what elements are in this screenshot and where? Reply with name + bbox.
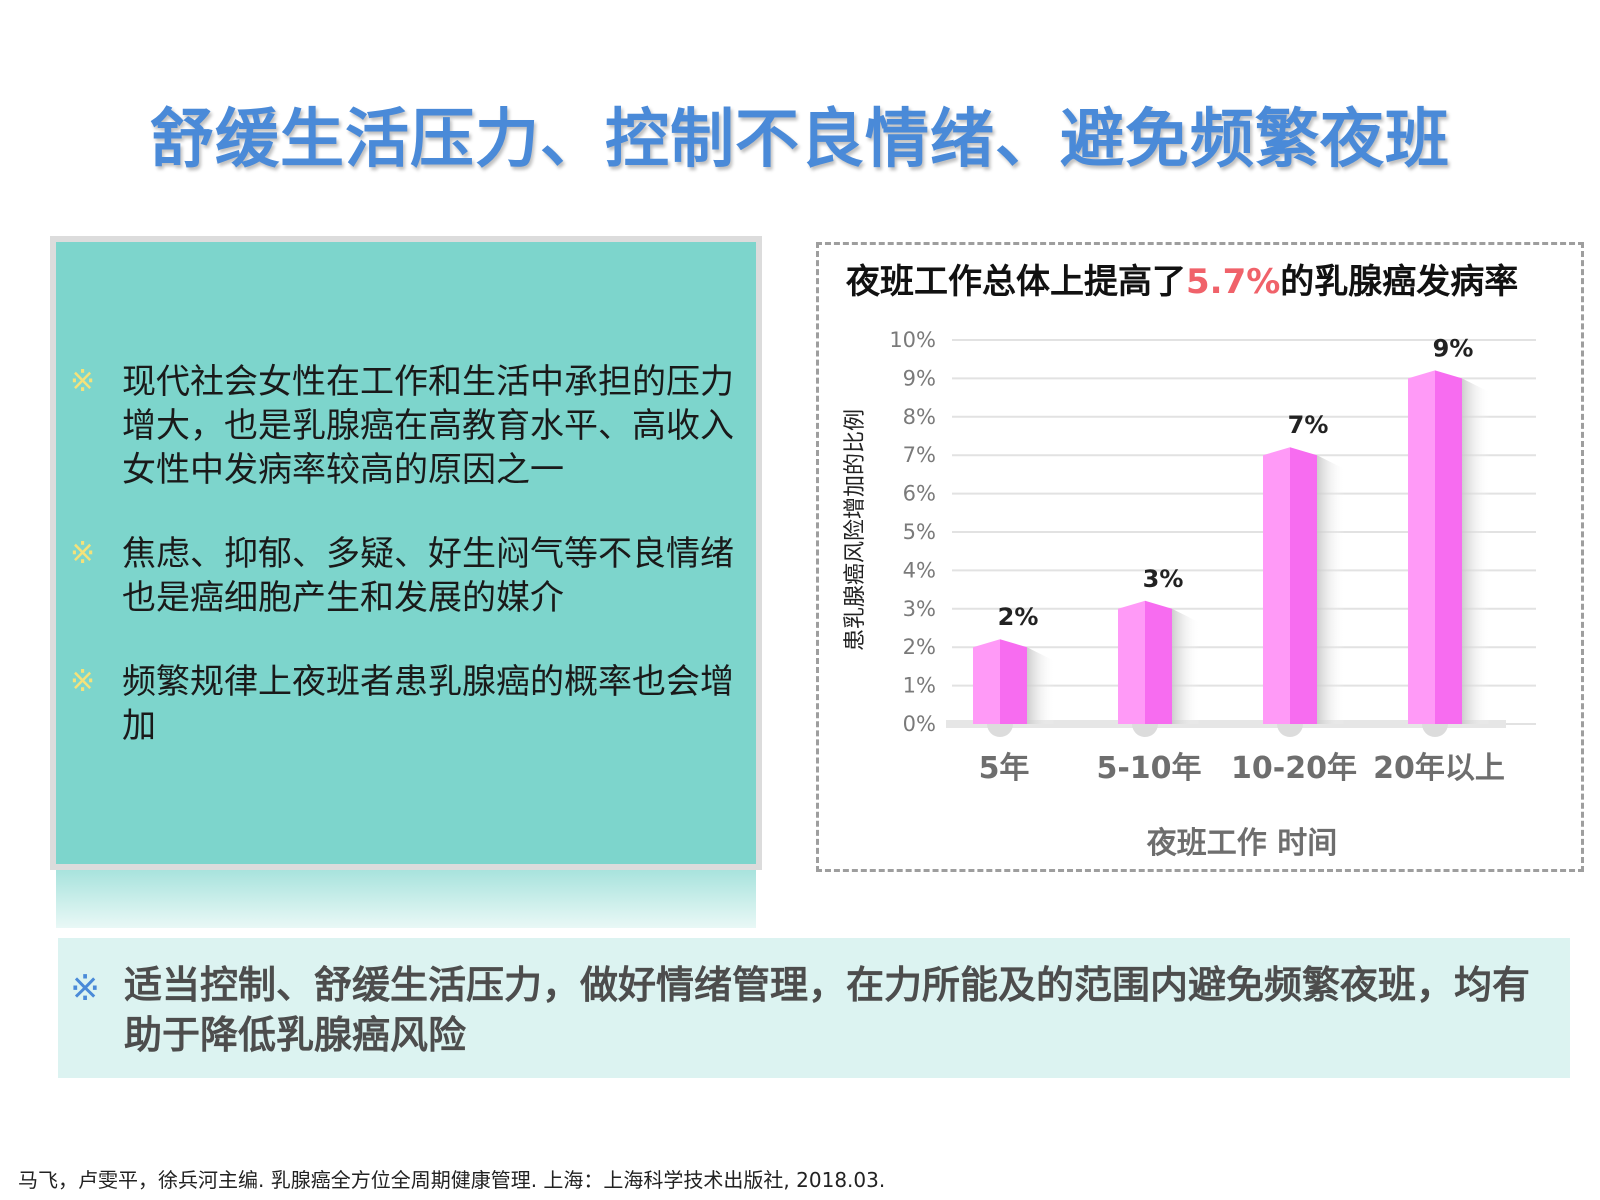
chart-title-prefix: 夜班工作总体上提高了 (846, 262, 1186, 302)
bar-shadow (1172, 608, 1200, 724)
y-tick-label: 8% (903, 405, 936, 429)
y-tick-label: 6% (903, 482, 936, 506)
x-tick-label: 20年以上 (1373, 751, 1505, 786)
x-tick-label: 10-20年 (1231, 751, 1357, 786)
citation: 马飞，卢雯平，徐兵河主编. 乳腺癌全方位全周期健康管理. 上海：上海科学技术出版… (18, 1168, 886, 1192)
bullet-text: 现代社会女性在工作和生活中承担的压力增大，也是乳腺癌在高教育水平、高收入女性中发… (122, 362, 734, 490)
bar (1435, 370, 1462, 724)
y-axis-label: 患乳腺癌风险增加的比例 (843, 409, 868, 651)
bar-shadow (1317, 455, 1345, 724)
bar-chart: 0% 1% 2% 3% 4% 5% 6% 7% 8% 9% 10% 2% 5年 3% 5-10年 7% 10-… (843, 328, 1536, 861)
bar (1290, 447, 1317, 724)
page-title: 舒缓生活压力、控制不良情绪、避免频繁夜班 (150, 103, 1450, 177)
bullet-text: 焦虑、抑郁、多疑、好生闷气等不良情绪也是癌细胞产生和发展的媒介 (122, 534, 734, 618)
y-tick-label: 9% (903, 366, 936, 390)
x-tick-label: 5-10年 (1096, 751, 1201, 786)
bullet-panel (56, 242, 756, 864)
bar (1408, 370, 1435, 724)
bullet-item: ※ 频繁规律上夜班者患乳腺癌的概率也会增加 (70, 660, 750, 748)
y-tick-label: 1% (903, 674, 936, 698)
y-tick-label: 3% (903, 597, 936, 621)
bar (1263, 447, 1290, 724)
x-axis-label: 夜班工作 时间 (1146, 826, 1337, 861)
bar (1145, 600, 1172, 724)
data-label: 9% (1433, 334, 1474, 362)
reference-mark-icon: ※ (70, 664, 96, 699)
panel-reflection (56, 870, 756, 928)
bullet-list: ※ 现代社会女性在工作和生活中承担的压力增大，也是乳腺癌在高教育水平、高收入女性… (70, 360, 750, 788)
reference-mark-icon: ※ (70, 968, 101, 1009)
y-tick-label: 0% (903, 712, 936, 736)
chart-frame (816, 242, 1584, 872)
reference-mark-icon: ※ (70, 364, 96, 399)
data-label: 3% (1143, 565, 1184, 593)
y-tick-label: 2% (903, 635, 936, 659)
data-label: 2% (998, 603, 1039, 631)
x-axis-line (946, 720, 1506, 728)
summary-text: 适当控制、舒缓生活压力，做好情绪管理，在力所能及的范围内避免频繁夜班，均有助于降… (124, 963, 1531, 1057)
chart-title-suffix: 的乳腺癌发病率 (1280, 262, 1519, 302)
data-label: 7% (1288, 411, 1329, 439)
bullet-text: 频繁规律上夜班者患乳腺癌的概率也会增加 (122, 662, 734, 746)
bullet-item: ※ 现代社会女性在工作和生活中承担的压力增大，也是乳腺癌在高教育水平、高收入女性… (70, 360, 750, 492)
summary-box (58, 938, 1570, 1078)
bar-shadow (1462, 378, 1490, 724)
bar (1000, 639, 1027, 724)
chart-title: 夜班工作总体上提高了5.7%的乳腺癌发病率 (846, 254, 1518, 303)
bar (973, 639, 1000, 724)
chart-title-highlight: 5.7% (1186, 262, 1281, 302)
reference-mark-icon: ※ (70, 536, 96, 571)
y-tick-label: 4% (903, 558, 936, 582)
bullet-item: ※ 焦虑、抑郁、多疑、好生闷气等不良情绪也是癌细胞产生和发展的媒介 (70, 532, 750, 620)
bar (1118, 600, 1145, 724)
y-tick-label: 5% (903, 520, 936, 544)
bar-shadow (1027, 647, 1055, 724)
y-tick-label: 7% (903, 443, 936, 467)
y-tick-label: 10% (889, 328, 936, 352)
x-tick-label: 5年 (979, 751, 1030, 786)
